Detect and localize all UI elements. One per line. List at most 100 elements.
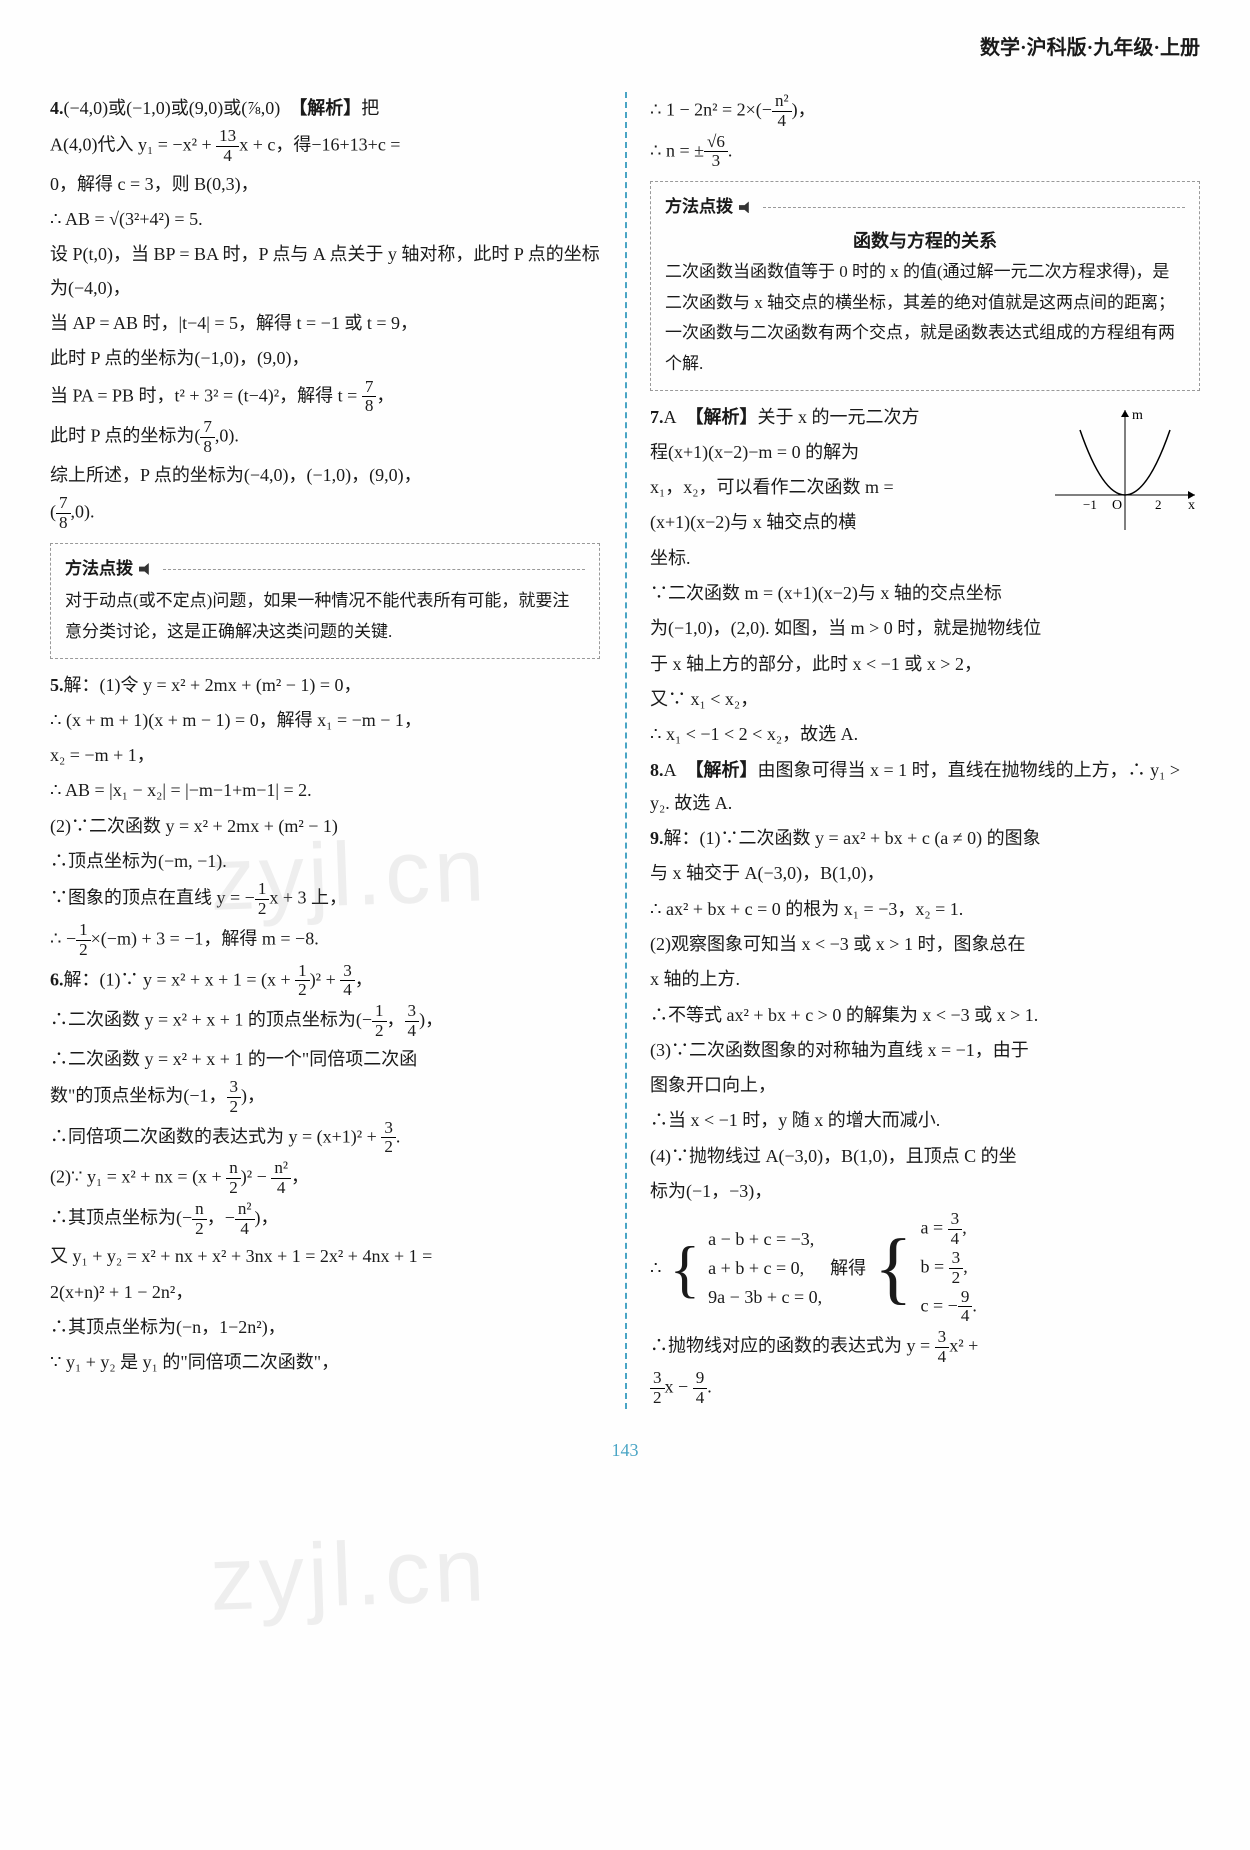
fraction: 32 [949, 1249, 964, 1288]
fraction: 34 [340, 962, 355, 1001]
text: 数"的顶点坐标为(−1， [50, 1085, 227, 1105]
q5-l5: ∴顶点坐标为(−m, −1). [50, 845, 600, 878]
text: )² + [310, 969, 341, 989]
text: ×(−m) + 3 = −1，解得 m = −8. [91, 928, 319, 948]
tick-neg1: −1 [1083, 497, 1097, 512]
text: . [707, 1376, 712, 1396]
text: ，− [207, 1207, 235, 1227]
q9-l12: 32x − 94. [650, 1369, 1200, 1408]
right-column: ∴ 1 − 2n² = 2×(−n²4)， ∴ n = ±√63. 方法点拨 函… [625, 92, 1200, 1409]
text: ∵图象的顶点在直线 y = − [50, 888, 255, 908]
brace-row: 9a − 3b + c = 0, [708, 1283, 822, 1312]
method2-text: 二次函数当函数值等于 0 时的 x 的值(通过解一元二次方程求得)，是二次函数与… [665, 257, 1185, 379]
fraction: 78 [362, 378, 377, 417]
brace-block-2: a = 34, b = 32, c = −94. [921, 1210, 977, 1326]
fraction: 12 [76, 921, 91, 960]
q5-l6: ∵图象的顶点在直线 y = −12x + 3 上， [50, 880, 600, 919]
text: 解：(1)∵ y = x² + x + 1 = (x + [64, 969, 296, 989]
left-brace-icon: { [874, 1240, 912, 1296]
watermark-icon: zyjl.cn [207, 1487, 491, 1663]
fraction: √63 [704, 133, 728, 172]
q4-l5: 当 AP = AB 时，|t−4| = 5，解得 t = −1 或 t = 9， [50, 307, 600, 340]
two-column-layout: zyjl.cn zyjl.cn 4.(−4,0)或(−1,0)或(9,0)或(⅞… [50, 92, 1200, 1409]
q8-tag: 【解析】 [686, 760, 758, 780]
q9-l1: 与 x 轴交于 A(−3,0)，B(1,0)， [650, 857, 1200, 890]
q4-l1: A(4,0)代入 y₁ = −x² + 134x + c，得−16+13+c = [50, 127, 600, 166]
q9-l9: (4)∵抛物线过 A(−3,0)，B(1,0)，且顶点 C 的坐 [650, 1140, 1200, 1173]
q4-l8: 此时 P 点的坐标为(78,0). [50, 418, 600, 457]
text: ， [376, 385, 394, 405]
q4-tagtail: 把 [361, 98, 379, 118]
q6-l4: ∴同倍项二次函数的表达式为 y = (x+1)² + 32. [50, 1119, 600, 1158]
q6-l9: ∴其顶点坐标为(−n，1−2n²)， [50, 1311, 600, 1344]
axis-x-label: x [1188, 498, 1195, 513]
speaker-icon [139, 563, 153, 575]
method-title: 方法点拨 [65, 554, 585, 585]
fraction: 34 [935, 1328, 950, 1367]
tick-2: 2 [1155, 497, 1162, 512]
q4-tag: 【解析】 [289, 98, 361, 118]
q8-number: 8. [650, 760, 664, 780]
fraction: 32 [227, 1078, 242, 1117]
q4-l3: ∴ AB = √(3²+4²) = 5. [50, 203, 600, 236]
text: 解得 [830, 1252, 866, 1285]
fraction: 34 [948, 1210, 963, 1249]
q9-l5: ∴不等式 ax² + bx + c > 0 的解集为 x < −3 或 x > … [650, 999, 1200, 1032]
dash-line [763, 207, 1185, 208]
text: x² + [949, 1336, 978, 1356]
q7-l10: ∴ x₁ < −1 < 2 < x₂，故选 A. [650, 718, 1200, 751]
q4-head: 4.(−4,0)或(−1,0)或(9,0)或(⅞,0) 【解析】把 [50, 92, 600, 125]
brace-row: a = 34, [921, 1210, 977, 1249]
q9-pre: 解：(1)∵二次函数 y = ax² + bx + c (a ≠ 0) 的图象 [664, 828, 1041, 848]
brace-block-1: a − b + c = −3, a + b + c = 0, 9a − 3b +… [708, 1225, 822, 1311]
q6-l10: ∵ y₁ + y₂ 是 y₁ 的"同倍项二次函数"， [50, 1346, 600, 1379]
q6-head: 6.解：(1)∵ y = x² + x + 1 = (x + 12)² + 34… [50, 962, 600, 1001]
text: , [962, 1218, 967, 1238]
fraction: 134 [216, 127, 239, 166]
q4-l6: 此时 P 点的坐标为(−1,0)，(9,0)， [50, 342, 600, 375]
q6-l6: ∴其顶点坐标为(−n2，−n²4)， [50, 1200, 600, 1239]
text: ， [291, 1167, 309, 1187]
q9-l8: ∴当 x < −1 时，y 随 x 的增大而减小. [650, 1104, 1200, 1137]
fraction: 94 [958, 1288, 973, 1327]
q4-l7: 当 PA = PB 时，t² + 3² = (t−4)²，解得 t = 78， [50, 378, 600, 417]
brace-row: c = −94. [921, 1288, 977, 1327]
q9-l10: 标为(−1，−3)， [650, 1175, 1200, 1208]
text: 当 PA = PB 时，t² + 3² = (t−4)²，解得 t = [50, 385, 362, 405]
q5-head: 5.解：(1)令 y = x² + 2mx + (m² − 1) = 0， [50, 669, 600, 702]
brace-row: b = 32, [921, 1249, 977, 1288]
q4-answer: (−4,0)或(−1,0)或(9,0)或(⅞,0) [64, 98, 281, 118]
q8-ans: A [664, 760, 677, 780]
fraction: 78 [200, 418, 215, 457]
fraction: n2 [226, 1159, 241, 1198]
method1-text: 对于动点(或不定点)问题，如果一种情况不能代表所有可能，就要注意分类讨论，这是正… [65, 586, 585, 647]
q5-pre: 解：(1)令 y = x² + 2mx + (m² − 1) = 0， [64, 675, 362, 695]
text: x + c，得−16+13+c = [239, 135, 400, 155]
fraction: n²4 [772, 92, 792, 131]
text: . [972, 1295, 977, 1315]
q4-l9: 综上所述，P 点的坐标为(−4,0)，(−1,0)，(9,0)， [50, 459, 600, 492]
q9-l2: ∴ ax² + bx + c = 0 的根为 x₁ = −3，x₂ = 1. [650, 893, 1200, 926]
q5-l4: (2)∵二次函数 y = x² + 2mx + (m² − 1) [50, 810, 600, 843]
fraction: 78 [56, 494, 71, 533]
text: ∴抛物线对应的函数的表达式为 y = [650, 1336, 935, 1356]
rt-l2: ∴ n = ±√63. [650, 133, 1200, 172]
q6-l2: ∴二次函数 y = x² + x + 1 的一个"同倍项二次函 [50, 1043, 600, 1076]
text: a = [921, 1218, 948, 1238]
q9-l4: x 轴的上方. [650, 963, 1200, 996]
dash-line [163, 569, 585, 570]
q7-l8: 于 x 轴上方的部分，此时 x < −1 或 x > 2， [650, 648, 1200, 681]
text: ∴ [650, 1252, 661, 1285]
text: ∴二次函数 y = x² + x + 1 的顶点坐标为(− [50, 1010, 372, 1030]
text: )² − [241, 1167, 272, 1187]
text: ,0). [71, 502, 95, 522]
text: (2)∵ y₁ = x² + nx = (x + [50, 1167, 226, 1187]
q4-number: 4. [50, 98, 64, 118]
method-label: 方法点拨 [65, 554, 133, 585]
text: ， [387, 1010, 405, 1030]
text: b = [921, 1256, 949, 1276]
text: ∴ − [50, 928, 76, 948]
text: . [728, 140, 733, 160]
fraction: 12 [372, 1002, 387, 1041]
rt-l1: ∴ 1 − 2n² = 2×(−n²4)， [650, 92, 1200, 131]
